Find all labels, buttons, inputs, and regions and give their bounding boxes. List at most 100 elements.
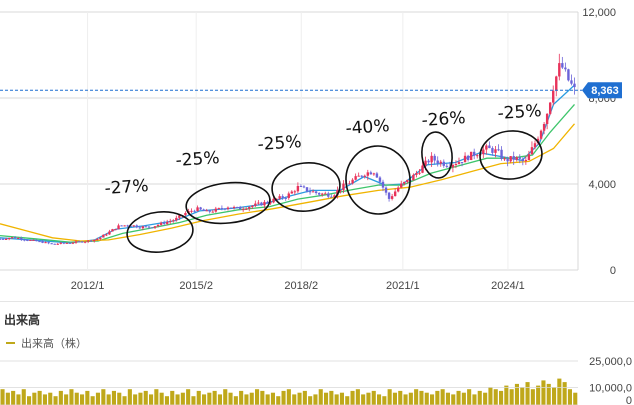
volume-bar [557,378,562,405]
drawdown-annotations: -27% -25% -25% -40% -26% -25% [104,101,543,253]
candle-body [56,243,59,245]
candle-body [156,224,160,227]
volume-bar [435,390,440,405]
candle-body [38,241,41,243]
candle-body [330,196,333,198]
volume-bar [196,390,201,405]
volume-bar [403,394,408,405]
candle-body [102,234,105,238]
volume-bar [302,390,307,405]
candle-body [491,148,494,153]
candle-body [7,238,11,240]
candle-body [503,158,506,160]
annotation-label: -26% [421,108,466,131]
volume-bar [149,394,154,405]
candle-body [223,208,227,210]
candle-body [153,226,157,228]
candle-body [494,149,497,153]
candle-body [208,210,211,212]
volume-divider [0,301,634,302]
candle-body [199,207,202,210]
volume-bar [419,390,424,405]
volume-bar [122,396,127,405]
y-tick-label: 4,000 [588,179,616,191]
volume-bar [329,390,334,405]
volume-legend-label: 出来高（株） [21,338,87,350]
candle-body [390,196,394,199]
volume-bar [170,390,175,405]
candle-body [375,173,379,178]
volume-legend-swatch [6,342,15,344]
candle-body [469,151,473,160]
volume-bar [514,383,519,405]
volume-bar [276,396,281,405]
candle-body [466,155,470,160]
volume-bar [186,389,191,405]
candle-body [217,208,221,210]
volume-bar [297,392,302,405]
candle-body [162,222,166,224]
candle-body [308,191,312,193]
candle-body [99,237,102,240]
candle-body [20,237,23,240]
volume-bar [324,392,329,405]
volume-bar [27,396,32,405]
candle-body [175,217,178,221]
candle-body [272,198,275,203]
candle-body [184,212,187,216]
candle-body [302,186,306,188]
volume-bar [80,394,85,405]
candle-body [284,197,287,199]
candle-body [460,162,464,164]
volume-bar [265,394,270,405]
volume-bar [32,392,37,405]
annotation-circle [479,130,543,180]
volume-bar [106,394,111,405]
volume-bar [308,396,313,405]
candle-body [403,181,406,184]
candle-body [342,183,345,191]
volume-bar [53,396,58,405]
candle-body [445,165,449,167]
candle-body [281,196,284,198]
volume-bar [212,390,217,405]
volume-bar [37,390,42,405]
candle-body [205,210,208,212]
volume-bar [472,394,477,405]
candle-body [287,193,290,198]
annotation-circle [345,145,411,215]
volume-bar [562,382,567,405]
annotation-circle [421,131,453,179]
candle-body [512,156,515,160]
ma-long-line [0,123,575,242]
candle-body [65,242,69,244]
x-tick-label: 2018/2 [284,280,318,292]
candle-body [296,186,300,192]
candlesticks [0,53,576,245]
volume-bar [552,387,557,405]
candle-body [29,239,32,241]
volume-bar [270,392,275,405]
candle-body [129,225,132,227]
volume-chart: 25,000,0 10,000,00 [0,356,632,405]
candle-body [476,155,479,157]
candle-body [564,67,567,70]
volume-bar [408,392,413,405]
candle-body [248,207,251,209]
candle-body [202,209,205,211]
candle-body [369,172,373,175]
candle-body [430,155,433,163]
volume-bar [127,389,132,405]
ma-mid-line [0,103,575,243]
candle-body [485,145,488,150]
candle-body [150,227,154,229]
current-price-badge [582,82,622,99]
candle-body [457,162,461,165]
candle-body [305,187,309,192]
volume-bar [180,392,185,405]
candle-body [211,211,214,213]
volume-bar [424,392,429,405]
annotation-circle [126,211,194,253]
candle-body [1,238,5,240]
